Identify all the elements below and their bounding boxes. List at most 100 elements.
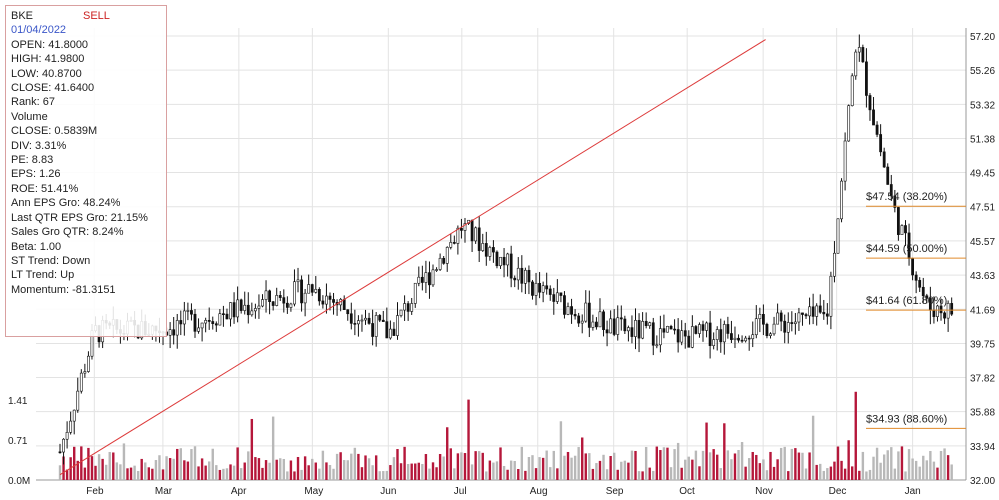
volume-bar <box>296 456 300 480</box>
candle-body <box>595 321 598 328</box>
price-tick-label: 35.88 <box>970 408 995 419</box>
candle-body <box>396 315 399 336</box>
volume-bar <box>716 454 719 480</box>
volume-bar <box>939 450 943 480</box>
date-tick-label: Sep <box>606 486 624 497</box>
candle-body <box>790 322 794 324</box>
ticker-symbol: BKE <box>11 10 34 22</box>
candle-body <box>182 310 186 325</box>
volume-bar <box>545 450 548 480</box>
candle-body <box>566 306 570 315</box>
price-tick-label: 33.94 <box>970 442 995 453</box>
candle-body <box>545 285 549 290</box>
candle-body <box>417 276 421 284</box>
volume-bar <box>787 471 790 480</box>
volume-bar <box>517 469 520 480</box>
price-tick-label: 47.51 <box>970 203 995 214</box>
volume-bar <box>815 464 818 480</box>
volume-bar <box>836 446 840 480</box>
volume-bar <box>744 466 747 480</box>
volume-bar <box>726 450 730 480</box>
candle-body <box>200 322 204 329</box>
volume-bar <box>385 470 389 480</box>
candle-body <box>811 306 815 317</box>
fib-level-label: $44.59 (50.00%) <box>866 243 947 255</box>
volume-bar <box>279 458 282 480</box>
candle-body <box>527 269 531 283</box>
volume-bar <box>126 468 129 480</box>
volume-bar <box>527 457 531 480</box>
candle-body <box>563 295 566 315</box>
candle-body <box>623 318 627 332</box>
candle-body <box>69 420 73 433</box>
volume-bar <box>353 447 357 480</box>
candle-body <box>346 309 350 315</box>
candle-body <box>257 305 261 309</box>
volume-bar <box>97 454 101 480</box>
volume-bar <box>172 458 175 480</box>
candle-body <box>655 344 659 347</box>
candle-body <box>378 315 382 321</box>
candle-body <box>587 302 591 328</box>
volume-bar <box>136 470 140 480</box>
volume-bar <box>144 462 147 480</box>
volume-bar <box>556 468 559 480</box>
volume-bar <box>581 437 584 480</box>
volume-bar <box>772 466 776 480</box>
volume-bar <box>730 459 733 480</box>
volume-bar <box>499 447 502 480</box>
volume-bar <box>335 453 339 480</box>
price-tick-label: 55.26 <box>970 66 995 77</box>
candle-body <box>523 269 527 284</box>
volume-bar <box>467 399 470 480</box>
volume-bar <box>733 453 737 480</box>
volume-bar <box>378 471 381 480</box>
volume-bar <box>634 450 637 480</box>
volume-bar <box>197 466 200 480</box>
candle-body <box>690 326 694 348</box>
candle-body <box>630 327 634 337</box>
candle-body <box>936 305 939 317</box>
volume-bar <box>325 462 328 480</box>
candle-body <box>843 140 847 182</box>
candle-body <box>776 312 780 325</box>
candle-body <box>872 109 875 126</box>
volume-tick-label: 1.41 <box>8 396 28 407</box>
volume-bar <box>904 471 907 480</box>
volume-bar <box>531 455 534 480</box>
volume-bar <box>950 464 953 480</box>
candle-body <box>740 339 744 342</box>
volume-bar <box>776 459 779 480</box>
candle-body <box>303 292 307 304</box>
candle-body <box>943 312 946 319</box>
volume-bar <box>417 462 421 480</box>
candle-body <box>779 312 783 322</box>
volume-bar <box>101 458 104 480</box>
candle-body <box>825 313 829 317</box>
candle-body <box>229 302 232 320</box>
volume-bar <box>449 448 452 480</box>
candle-body <box>865 61 868 96</box>
volume-bar <box>698 466 701 480</box>
candle-body <box>726 324 730 334</box>
volume-bar <box>73 446 76 480</box>
candle-body <box>772 323 776 335</box>
volume-bar <box>868 469 872 480</box>
volume-bar <box>808 452 811 480</box>
candle-body <box>495 251 499 267</box>
volume-bar <box>364 455 367 480</box>
candle-body <box>612 318 616 335</box>
candle-body <box>328 295 332 300</box>
volume-bar <box>133 465 136 480</box>
volume-bar <box>200 458 204 480</box>
volume-bar <box>538 457 541 480</box>
stat-line: LT Trend: Up <box>11 269 75 282</box>
volume-bar <box>666 447 669 480</box>
volume-bar <box>314 462 317 480</box>
volume-bar <box>769 451 772 480</box>
candle-body <box>914 274 918 281</box>
candle-body <box>815 305 819 317</box>
volume-bar <box>851 466 854 480</box>
candle-body <box>214 323 218 326</box>
volume-bar <box>83 467 87 480</box>
